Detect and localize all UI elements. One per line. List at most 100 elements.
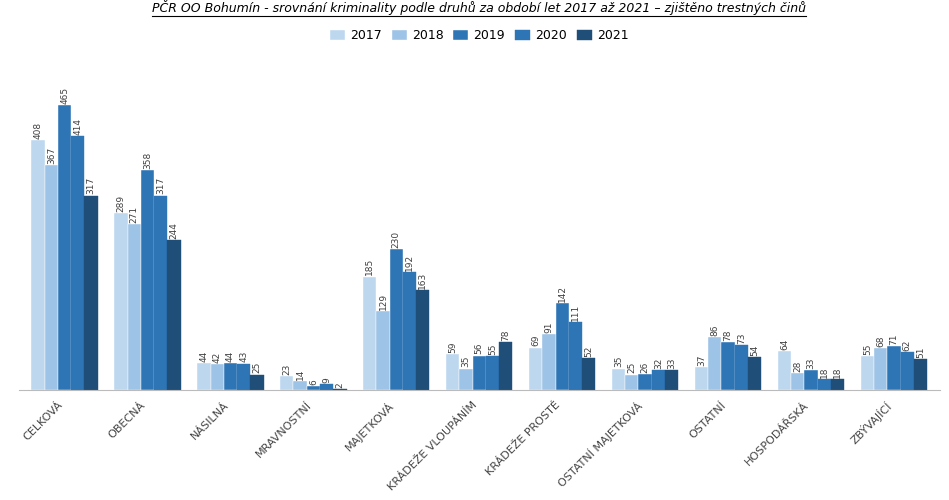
Text: 33: 33 <box>667 357 676 368</box>
Bar <box>377 311 390 390</box>
Bar <box>197 363 211 390</box>
Text: 51: 51 <box>916 346 925 358</box>
Text: 35: 35 <box>461 356 471 368</box>
Text: 111: 111 <box>571 304 580 320</box>
Text: 64: 64 <box>780 338 789 349</box>
Title: PČR OO Bohumín - srovnání kriminality podle druhů za období let 2017 až 2021 – z: PČR OO Bohumín - srovnání kriminality po… <box>152 0 807 15</box>
Bar <box>486 356 499 390</box>
Bar <box>167 240 180 390</box>
Bar <box>320 384 333 390</box>
Text: 23: 23 <box>283 364 291 374</box>
Bar <box>542 334 555 390</box>
Text: 6: 6 <box>308 380 318 385</box>
Text: 465: 465 <box>60 86 69 104</box>
Bar <box>818 379 831 390</box>
Text: 42: 42 <box>213 352 222 363</box>
Text: 78: 78 <box>723 330 733 341</box>
Text: 28: 28 <box>793 360 802 372</box>
Text: 408: 408 <box>33 122 43 138</box>
Bar <box>473 356 486 390</box>
Bar <box>280 376 293 390</box>
Text: 271: 271 <box>130 206 139 222</box>
Bar <box>831 379 845 390</box>
Text: 62: 62 <box>902 340 912 351</box>
Bar <box>31 140 45 390</box>
Text: 25: 25 <box>252 362 262 374</box>
Text: 73: 73 <box>736 332 746 344</box>
Bar <box>874 348 887 390</box>
Bar <box>861 356 874 390</box>
Text: 32: 32 <box>654 358 662 369</box>
Bar <box>499 342 512 390</box>
Text: 44: 44 <box>226 350 235 362</box>
Text: 244: 244 <box>170 222 178 239</box>
Bar <box>446 354 459 390</box>
Text: 18: 18 <box>820 366 828 378</box>
Bar <box>251 374 264 390</box>
Text: 9: 9 <box>322 378 331 384</box>
Bar <box>748 357 761 390</box>
Bar <box>417 290 430 390</box>
Bar <box>114 213 127 390</box>
Bar <box>639 374 652 390</box>
Text: 358: 358 <box>143 152 152 169</box>
Text: 26: 26 <box>641 362 650 373</box>
Text: 52: 52 <box>585 346 593 357</box>
Bar <box>735 345 748 390</box>
Bar <box>708 338 721 390</box>
Bar <box>84 196 98 390</box>
Text: 25: 25 <box>627 362 637 374</box>
Text: 55: 55 <box>488 344 497 355</box>
Text: 129: 129 <box>379 292 387 310</box>
Text: 54: 54 <box>750 344 759 356</box>
Bar <box>791 373 805 390</box>
Text: 91: 91 <box>545 322 553 333</box>
Text: 69: 69 <box>531 335 540 346</box>
Bar <box>568 322 582 390</box>
Bar <box>459 368 473 390</box>
Bar <box>403 272 417 390</box>
Bar <box>293 382 307 390</box>
Text: 192: 192 <box>405 254 414 271</box>
Bar <box>333 389 346 390</box>
Bar <box>652 370 665 390</box>
Bar <box>127 224 140 390</box>
Text: 71: 71 <box>889 334 899 345</box>
Text: 35: 35 <box>614 356 623 368</box>
Bar <box>612 368 625 390</box>
Bar <box>695 368 708 390</box>
Text: 33: 33 <box>807 357 815 368</box>
Text: 37: 37 <box>697 354 706 366</box>
Text: 142: 142 <box>558 284 567 302</box>
Bar <box>140 170 154 390</box>
Bar <box>887 346 901 390</box>
Bar <box>529 348 542 390</box>
Legend: 2017, 2018, 2019, 2020, 2021: 2017, 2018, 2019, 2020, 2021 <box>330 29 628 42</box>
Bar <box>154 196 167 390</box>
Bar <box>45 165 58 390</box>
Bar <box>71 136 84 390</box>
Text: 317: 317 <box>86 177 96 194</box>
Text: 78: 78 <box>501 330 511 341</box>
Bar <box>363 276 377 390</box>
Bar <box>805 370 818 390</box>
Text: 163: 163 <box>419 272 427 289</box>
Text: 86: 86 <box>710 324 719 336</box>
Bar <box>721 342 735 390</box>
Text: 56: 56 <box>474 343 484 354</box>
Text: 43: 43 <box>239 351 249 362</box>
Bar <box>901 352 914 390</box>
Bar <box>582 358 595 390</box>
Bar <box>778 351 791 390</box>
Text: 14: 14 <box>296 369 305 380</box>
Bar <box>914 358 927 390</box>
Text: 289: 289 <box>117 194 125 212</box>
Bar <box>307 386 320 390</box>
Bar <box>665 370 679 390</box>
Bar <box>224 363 237 390</box>
Text: 59: 59 <box>448 341 457 352</box>
Bar <box>390 249 403 390</box>
Text: 414: 414 <box>73 118 83 135</box>
Bar <box>555 303 568 390</box>
Text: 2: 2 <box>335 382 344 388</box>
